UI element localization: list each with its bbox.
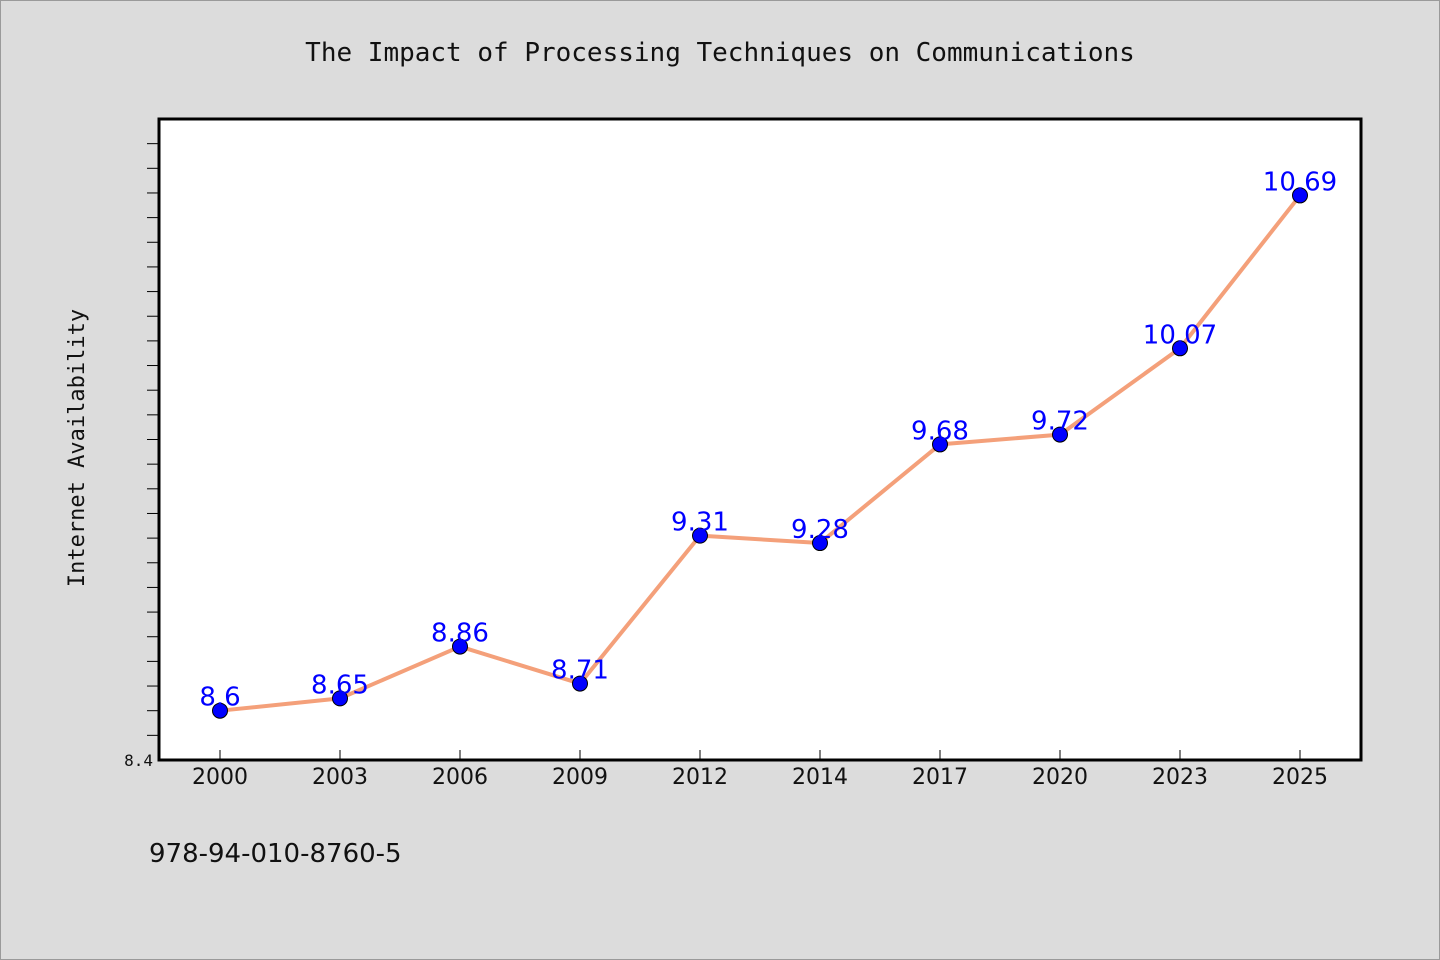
data-label: 9.28 [791, 515, 849, 545]
y-axis-ticks: 8.4 [124, 143, 159, 770]
data-label: 8.6 [199, 683, 240, 713]
data-point-marker [212, 702, 228, 719]
data-label: 10.07 [1143, 320, 1217, 350]
data-point-marker [452, 638, 468, 655]
series-layer [218, 193, 1302, 713]
marker-layer [212, 187, 1308, 719]
x-tick-label: 2009 [552, 765, 608, 790]
data-label: 9.68 [911, 416, 969, 446]
x-tick-label: 2003 [312, 765, 368, 790]
data-label: 10.69 [1263, 167, 1337, 197]
data-label: 8.65 [311, 670, 369, 700]
data-point-marker [692, 527, 708, 544]
x-tick-label: 2020 [1032, 765, 1088, 790]
data-point-marker [932, 436, 948, 453]
data-label: 8.71 [551, 656, 609, 686]
x-tick-label: 2014 [792, 765, 848, 790]
data-point-marker [572, 675, 588, 692]
data-point-marker [812, 535, 828, 552]
x-tick-label: 2012 [672, 765, 728, 790]
data-label: 9.31 [671, 508, 729, 538]
x-tick-label: 2006 [432, 765, 488, 790]
y-tick-label: 8.4 [124, 751, 153, 770]
data-label-layer: 8.6 8.65 8.86 8.71 9.31 9.28 9.68 9.72 10.07 10.6… [199, 167, 1337, 712]
x-tick-label: 2025 [1272, 765, 1328, 790]
data-point-marker [1052, 426, 1068, 443]
chart-title: The Impact of Processing Techniques on C… [305, 38, 1135, 68]
x-tick-label: 2000 [192, 765, 248, 790]
isbn-text: 978-94-010-8760-5 [149, 839, 402, 869]
data-point-marker [332, 690, 348, 707]
data-point-marker [1172, 340, 1188, 357]
data-point-marker [1292, 187, 1308, 204]
x-axis-ticks: 2000 2003 2006 2009 2012 2014 2017 2020 2023 2025 [192, 750, 1328, 790]
series-line [218, 193, 1302, 713]
x-tick-label: 2017 [912, 765, 968, 790]
y-axis-label: Internet Availability [65, 309, 90, 587]
data-label: 9.72 [1031, 407, 1089, 437]
plot-area [157, 117, 1363, 762]
x-tick-label: 2023 [1152, 765, 1208, 790]
data-label: 8.86 [431, 619, 489, 649]
